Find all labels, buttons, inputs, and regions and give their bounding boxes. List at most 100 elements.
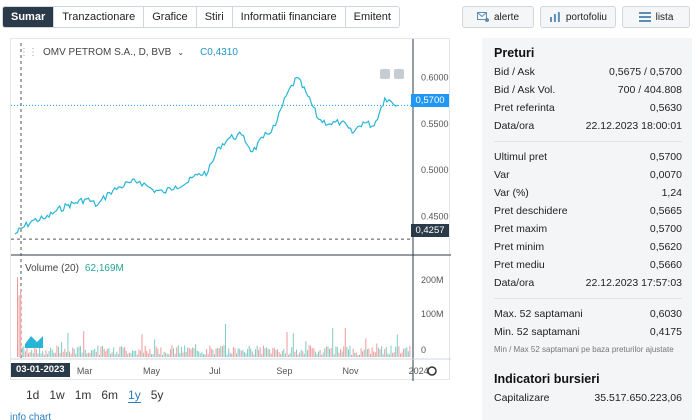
volume-bar [368, 348, 370, 357]
volume-bar [70, 353, 72, 357]
tab-sumar[interactable]: Sumar [3, 7, 55, 27]
row-value: 700 / 404.808 [617, 84, 682, 96]
tab-emitent[interactable]: Emitent [345, 7, 399, 27]
row-value: 0,5660 [649, 259, 682, 271]
volume-bar [61, 342, 63, 357]
range-1m[interactable]: 1m [74, 388, 92, 402]
range-1w[interactable]: 1w [49, 388, 65, 402]
alerte-button[interactable]: alerte [462, 6, 534, 28]
row-value: 22.12.2023 17:57:03 [585, 277, 682, 289]
volume-bar [106, 349, 108, 357]
volume-bar [78, 346, 80, 357]
volume-bar [23, 346, 25, 357]
panel-title: Preturi [494, 46, 535, 60]
range-6m[interactable]: 6m [101, 388, 119, 402]
volume-bar [64, 348, 66, 357]
volume-bar [278, 352, 280, 357]
row-value: 0,4175 [649, 326, 682, 338]
volume-bar [119, 346, 121, 357]
drag-grip-icon[interactable]: ⋮⋮ [19, 47, 38, 58]
volume-bar [127, 353, 129, 357]
volume-bar [352, 348, 354, 357]
collapse-icon[interactable] [380, 69, 390, 79]
chart-canvas[interactable]: 0.6000 0.5500 0.5000 0.4500 200M 100M 0 Mar May J… [11, 39, 451, 381]
volume-bar [162, 354, 163, 357]
volume-bar [35, 349, 37, 357]
row-pret-deschidere: Pret deschidere 0,5665 [494, 202, 682, 220]
volume-bar [215, 348, 217, 357]
volume-bar [80, 346, 81, 357]
volume-bar [307, 350, 308, 357]
volume-bar [314, 351, 316, 357]
tool-buttons: alerte portofoliu lista [462, 6, 690, 28]
volume-bar [94, 348, 96, 357]
settings-small-icon[interactable] [394, 69, 404, 79]
volume-bar [316, 354, 318, 357]
row-label: Max. 52 saptamani [494, 308, 583, 320]
chevron-down-icon[interactable]: ⌄ [177, 48, 185, 57]
volume-bar [273, 348, 275, 357]
tab-stiri[interactable]: Stiri [196, 7, 233, 27]
volume-bar [283, 348, 285, 357]
range-1d[interactable]: 1d [26, 388, 40, 402]
price-chart[interactable]: 0.6000 0.5500 0.5000 0.4500 200M 100M 0 Mar May J… [10, 38, 451, 381]
row-value: 0,5630 [649, 102, 682, 114]
volume-bar [29, 351, 31, 357]
volume-bar [154, 339, 156, 357]
volume-bar [303, 353, 305, 357]
volume-bar [357, 354, 359, 357]
volume-bar [348, 349, 349, 357]
volume-bar [258, 349, 260, 357]
volume-bar [81, 352, 83, 357]
volume-bar [87, 352, 89, 357]
volume-bar [141, 334, 143, 357]
lista-button[interactable]: lista [622, 6, 690, 28]
volume-bar [204, 354, 206, 357]
tab-grafice[interactable]: Grafice [144, 7, 197, 27]
panel-note: Min / Max 52 saptamani pe baza preturilo… [494, 345, 674, 354]
volume-bar [217, 347, 219, 357]
volume-bar [351, 354, 353, 357]
volume-bar [31, 349, 33, 357]
volume-bar [182, 352, 184, 357]
range-5y[interactable]: 5y [150, 388, 164, 402]
volume-bar [340, 348, 342, 357]
volume-bar [201, 352, 203, 357]
low-price-tag: 0,4257 [411, 224, 449, 237]
volume-bar [37, 353, 39, 357]
volume-bar [144, 345, 146, 357]
tab-tranzactionare[interactable]: Tranzactionare [54, 7, 145, 27]
row-var-pct: Var (%) 1,24 [494, 184, 682, 202]
row-label: Pret mediu [494, 259, 545, 271]
prices-panel: Preturi Bid / Ask 0,5675 / 0,5700 Bid / A… [482, 38, 692, 420]
volume-bar [99, 355, 100, 357]
volume-bar [103, 348, 105, 357]
volume-bar [160, 347, 162, 357]
volume-bar [266, 347, 267, 357]
volume-bar [262, 345, 264, 357]
info-chart-link[interactable]: info chart [10, 412, 52, 420]
volume-bar [185, 351, 187, 357]
volume-bar [311, 348, 313, 357]
volume-bar [113, 347, 115, 357]
range-1y[interactable]: 1y [128, 388, 141, 403]
volume-bar [179, 353, 181, 357]
volume-bar [163, 351, 165, 357]
volume-bar [169, 349, 171, 357]
price-tick-label: 0.4500 [421, 212, 449, 222]
volume-bar [132, 350, 133, 357]
row-label: Pret referinta [494, 102, 555, 114]
volume-bar [318, 351, 319, 357]
portofoliu-button[interactable]: portofoliu [540, 6, 616, 28]
volume-bar [388, 354, 390, 357]
row-label: Ultimul pret [494, 151, 548, 163]
tab-informatii-financiare[interactable]: Informatii financiare [232, 7, 346, 27]
volume-bar [223, 345, 225, 357]
volume-bar [376, 343, 378, 357]
price-tick-label: 0.5000 [421, 165, 449, 175]
volume-bar [53, 352, 55, 357]
volume-bar [102, 345, 104, 357]
gear-icon[interactable] [427, 366, 437, 376]
volume-bar [184, 345, 186, 357]
volume-bar [355, 352, 357, 357]
